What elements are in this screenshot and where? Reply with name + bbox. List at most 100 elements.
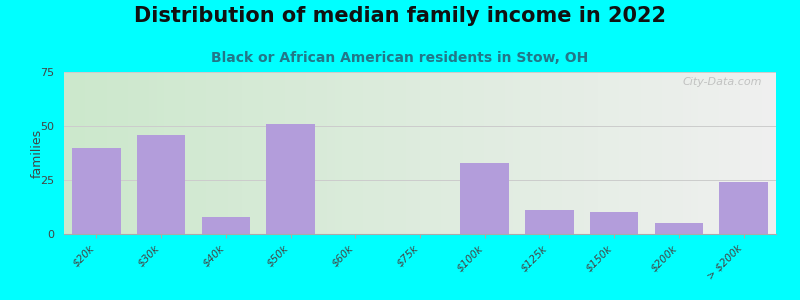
Bar — [378, 72, 385, 234]
Bar — [72, 148, 121, 234]
Bar — [520, 72, 527, 234]
Bar — [285, 72, 292, 234]
Bar — [363, 72, 370, 234]
Y-axis label: families: families — [31, 128, 44, 178]
Bar — [164, 72, 171, 234]
Bar — [698, 72, 705, 234]
Bar — [527, 72, 534, 234]
Bar — [548, 72, 555, 234]
Bar — [314, 72, 320, 234]
Text: Black or African American residents in Stow, OH: Black or African American residents in S… — [211, 51, 589, 65]
Bar — [114, 72, 121, 234]
Bar — [171, 72, 178, 234]
Bar — [185, 72, 192, 234]
Bar — [654, 223, 703, 234]
Bar — [619, 72, 626, 234]
Bar — [669, 72, 676, 234]
Bar — [591, 72, 598, 234]
Bar — [71, 72, 78, 234]
Bar — [719, 182, 768, 234]
Bar — [356, 72, 363, 234]
Bar — [676, 72, 683, 234]
Bar — [206, 72, 214, 234]
Bar — [461, 163, 509, 234]
Bar — [626, 72, 634, 234]
Bar — [584, 72, 591, 234]
Bar — [420, 72, 427, 234]
Bar — [150, 72, 157, 234]
Bar — [449, 72, 456, 234]
Bar — [64, 72, 71, 234]
Bar — [506, 72, 513, 234]
Bar — [202, 217, 250, 234]
Bar — [712, 72, 719, 234]
Bar — [762, 72, 769, 234]
Bar — [385, 72, 391, 234]
Bar — [192, 72, 199, 234]
Bar — [726, 72, 734, 234]
Bar — [683, 72, 690, 234]
Bar — [398, 72, 406, 234]
Bar — [100, 72, 106, 234]
Bar — [142, 72, 150, 234]
Bar — [525, 210, 574, 234]
Bar — [570, 72, 577, 234]
Bar — [292, 72, 299, 234]
Bar — [747, 72, 754, 234]
Bar — [577, 72, 584, 234]
Bar — [235, 72, 242, 234]
Bar — [86, 72, 93, 234]
Bar — [442, 72, 449, 234]
Bar — [299, 72, 306, 234]
Bar — [484, 72, 491, 234]
Bar — [256, 72, 263, 234]
Bar — [741, 72, 747, 234]
Bar — [534, 72, 541, 234]
Bar — [270, 72, 278, 234]
Bar — [320, 72, 327, 234]
Bar — [456, 72, 462, 234]
Bar — [106, 72, 114, 234]
Bar — [214, 72, 221, 234]
Bar — [135, 72, 142, 234]
Bar — [199, 72, 206, 234]
Bar — [391, 72, 398, 234]
Bar — [498, 72, 506, 234]
Bar — [249, 72, 256, 234]
Bar — [434, 72, 442, 234]
Bar — [427, 72, 434, 234]
Bar — [406, 72, 413, 234]
Bar — [612, 72, 619, 234]
Bar — [263, 72, 270, 234]
Text: City-Data.com: City-Data.com — [682, 77, 762, 87]
Bar — [228, 72, 235, 234]
Bar — [555, 72, 562, 234]
Bar — [477, 72, 484, 234]
Bar — [605, 72, 612, 234]
Bar — [470, 72, 477, 234]
Bar — [513, 72, 520, 234]
Bar — [491, 72, 498, 234]
Bar — [634, 72, 641, 234]
Bar — [327, 72, 334, 234]
Bar — [769, 72, 776, 234]
Bar — [370, 72, 378, 234]
Bar — [157, 72, 164, 234]
Bar — [242, 72, 249, 234]
Bar — [78, 72, 86, 234]
Bar — [178, 72, 185, 234]
Bar — [278, 72, 285, 234]
Bar — [342, 72, 349, 234]
Text: Distribution of median family income in 2022: Distribution of median family income in … — [134, 6, 666, 26]
Bar — [648, 72, 655, 234]
Bar — [719, 72, 726, 234]
Bar — [266, 124, 315, 234]
Bar — [93, 72, 100, 234]
Bar — [662, 72, 669, 234]
Bar — [334, 72, 342, 234]
Bar — [598, 72, 605, 234]
Bar — [690, 72, 698, 234]
Bar — [137, 135, 186, 234]
Bar — [641, 72, 648, 234]
Bar — [754, 72, 762, 234]
